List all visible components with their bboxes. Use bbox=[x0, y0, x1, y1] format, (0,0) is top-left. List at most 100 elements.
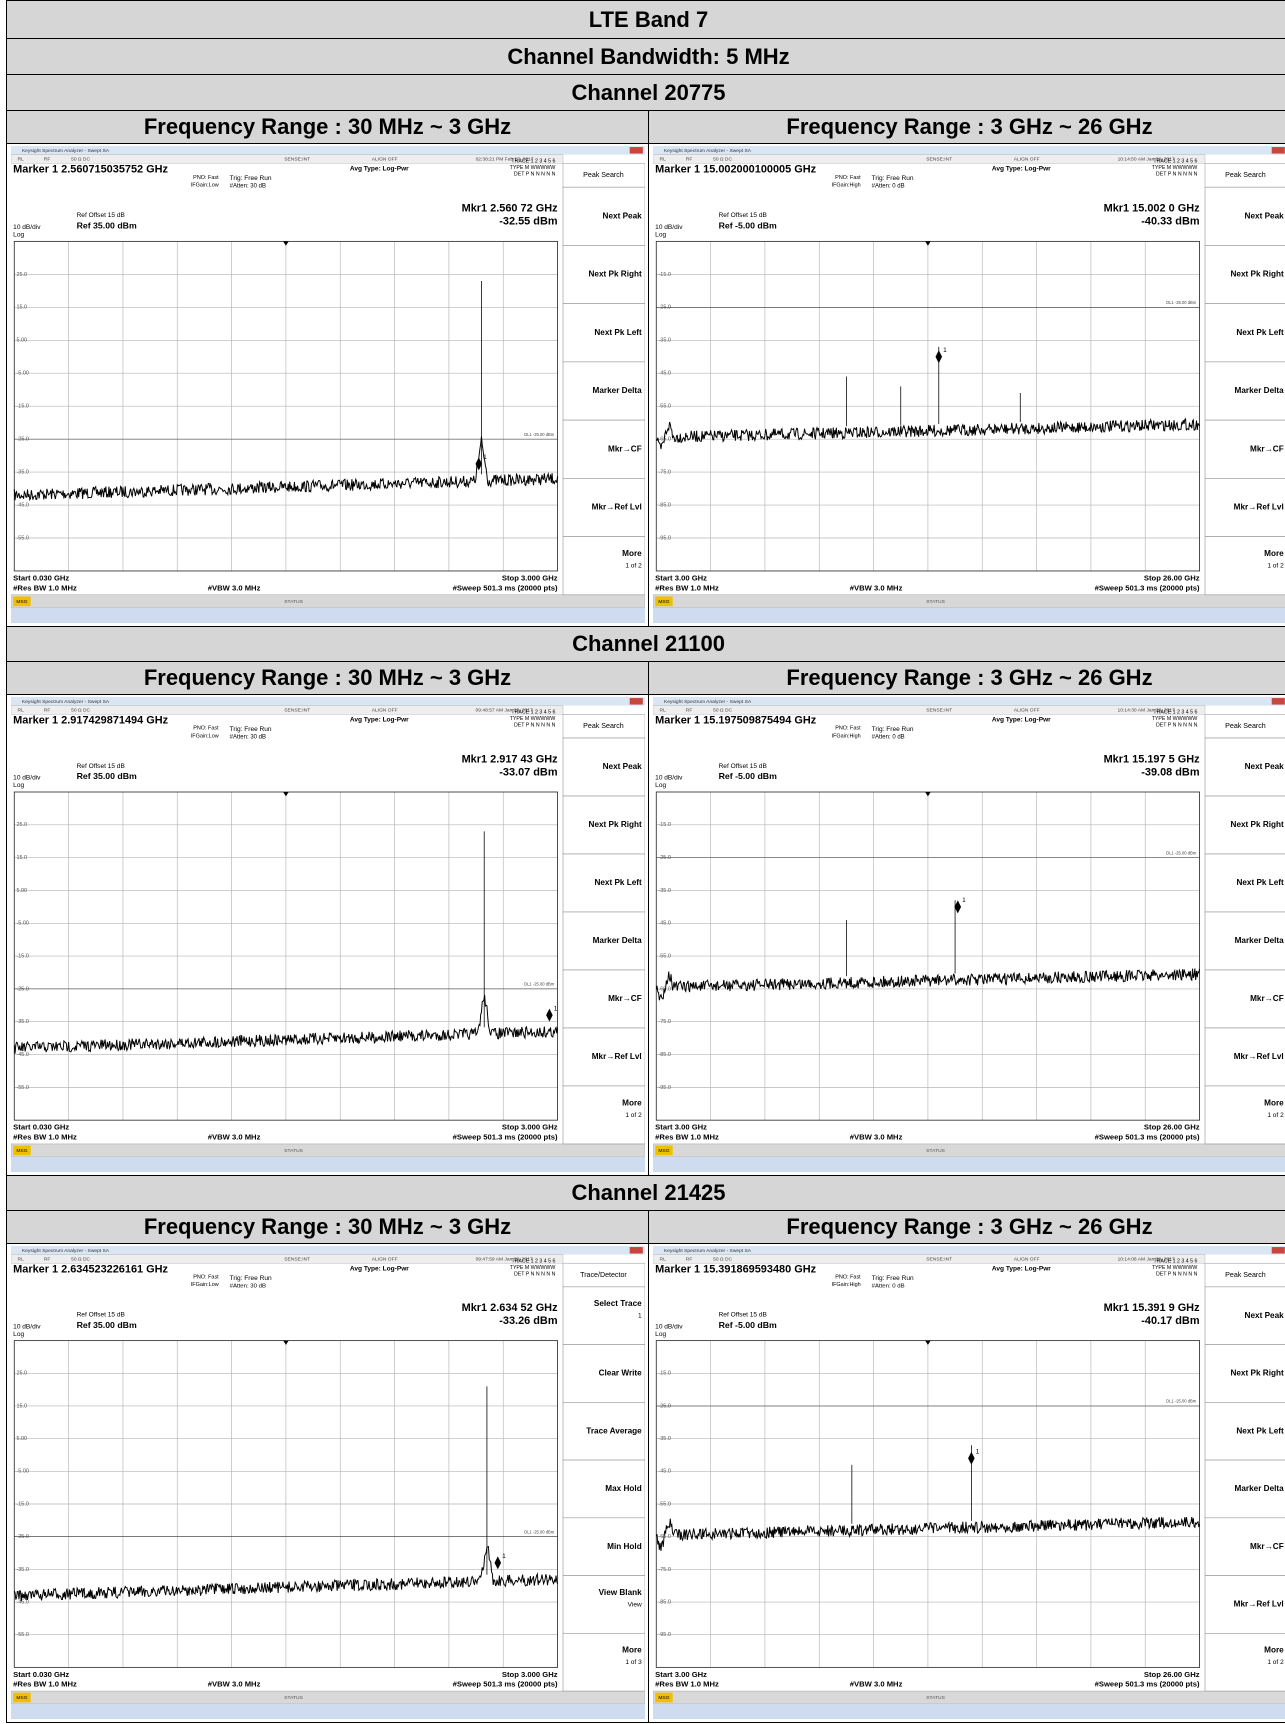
trace-info: TYPE M WWWWW bbox=[1152, 716, 1198, 722]
pno: PNO: Fast bbox=[835, 726, 861, 732]
trigger: Trig: Free Run bbox=[872, 1275, 914, 1282]
y-tick-label: -35.0 bbox=[16, 1019, 28, 1025]
timestamp: 09:47:59 AM Jan 28, 2017 bbox=[476, 1257, 534, 1263]
screen-bg bbox=[11, 1246, 645, 1719]
y-tick-label: -35.0 bbox=[16, 470, 28, 476]
status-item: RL bbox=[660, 157, 667, 163]
status-item: RF bbox=[686, 708, 693, 714]
y-tick-label: -45.0 bbox=[16, 502, 28, 508]
marker-number: 1 bbox=[483, 454, 487, 461]
display-line-label: DL1 -25.00 dBm bbox=[1166, 1399, 1197, 1404]
y-tick-label: -35.0 bbox=[658, 338, 670, 344]
pno: PNO: Fast bbox=[193, 175, 219, 181]
timestamp: 02:38:21 PM Feb 17, 2017 bbox=[476, 157, 534, 163]
softkey bbox=[1204, 361, 1285, 421]
ref-level: Ref 35.00 dBm bbox=[77, 771, 138, 781]
msg-label: MSG bbox=[16, 599, 27, 605]
app-title: Keysight Spectrum Analyzer - Swept SA bbox=[22, 1248, 110, 1254]
graph-frame bbox=[655, 1340, 1200, 1668]
timestamp: 10:14:50 AM Jan 28, 2017 bbox=[1118, 157, 1175, 163]
taskbar bbox=[11, 607, 645, 623]
avg-type: Avg Type: Log-Pwr bbox=[992, 1265, 1051, 1272]
app-title: Keysight Spectrum Analyzer - Swept SA bbox=[664, 148, 752, 154]
marker-amplitude: -40.33 dBm bbox=[1141, 216, 1199, 228]
screenshot-cell: Keysight Spectrum Analyzer - Swept SA RL R… bbox=[6, 1243, 649, 1723]
scale-type: Log bbox=[13, 232, 24, 239]
analyzer-screenshot: Keysight Spectrum Analyzer - Swept SA RL R… bbox=[11, 697, 645, 1172]
marker-frequency: Mkr1 2.560 72 GHz bbox=[462, 203, 558, 215]
y-tick-label: -95.0 bbox=[658, 535, 670, 541]
analyzer-screenshot: Keysight Spectrum Analyzer - Swept SA RL R… bbox=[653, 146, 1285, 623]
marker-number: 1 bbox=[976, 1449, 980, 1456]
start-frequency: Start 3.00 GHz bbox=[655, 1670, 707, 1679]
softkey-menu-title: Peak Search bbox=[1225, 723, 1266, 730]
screenshot-cell: Keysight Spectrum Analyzer - Swept SA RL R… bbox=[648, 143, 1285, 627]
trigger: Trig: Free Run bbox=[230, 175, 272, 182]
softkey bbox=[1204, 911, 1285, 971]
close-button bbox=[629, 1247, 643, 1254]
avg-type: Avg Type: Log-Pwr bbox=[992, 165, 1051, 172]
y-tick-label: -95.0 bbox=[658, 1085, 670, 1091]
trace-info: TRACE 1 2 3 4 5 6 bbox=[1153, 159, 1197, 165]
status-bar bbox=[653, 1690, 1285, 1705]
report-title: LTE Band 7 bbox=[6, 0, 1285, 39]
attenuation: #Atten: 0 dB bbox=[872, 1283, 905, 1289]
start-frequency: Start 0.030 GHz bbox=[13, 1123, 69, 1132]
status-item: RL bbox=[660, 708, 667, 714]
status-bar bbox=[11, 594, 645, 609]
y-tick-label: -15.0 bbox=[16, 1501, 28, 1507]
y-tick-label: -35.0 bbox=[658, 1436, 670, 1442]
status-row bbox=[11, 154, 564, 164]
y-tick-label: -15.0 bbox=[658, 272, 670, 278]
msg-label: MSG bbox=[658, 1695, 669, 1701]
softkey-label: Next Pk Left bbox=[1236, 878, 1284, 887]
softkey-sub: View bbox=[628, 1601, 642, 1608]
center-mark bbox=[925, 241, 931, 246]
status-item: SENSE:INT bbox=[284, 1257, 310, 1263]
softkey-sub: 1 of 2 bbox=[1267, 1659, 1284, 1666]
taskbar bbox=[11, 1156, 645, 1172]
softkey bbox=[562, 1402, 645, 1461]
status-row bbox=[653, 1254, 1206, 1264]
softkey-label: Next Pk Left bbox=[1236, 1426, 1284, 1435]
trace-info: DET P N N N N N bbox=[1156, 1271, 1198, 1277]
status-label: STATUS bbox=[926, 599, 945, 605]
status-item: RF bbox=[686, 157, 693, 163]
softkey bbox=[1204, 1459, 1285, 1519]
y-tick-label: -75.0 bbox=[658, 1567, 670, 1573]
display-line-label: DL1 -25.00 dBm bbox=[524, 1529, 555, 1534]
screen-bg bbox=[11, 146, 645, 623]
softkey bbox=[562, 536, 645, 596]
status-item: ALIGN OFF bbox=[1014, 708, 1040, 714]
ref-offset: Ref Offset 15 dB bbox=[77, 212, 125, 219]
marker-diamond bbox=[475, 457, 483, 471]
trace-info: TRACE 1 2 3 4 5 6 bbox=[511, 710, 555, 716]
screenshot-cell: Keysight Spectrum Analyzer - Swept SA RL R… bbox=[648, 1243, 1285, 1723]
status-row bbox=[653, 705, 1206, 715]
screenshot-cell: Keysight Spectrum Analyzer - Swept SA RL R… bbox=[648, 694, 1285, 1176]
status-item: 50 Ω DC bbox=[713, 1257, 732, 1263]
start-frequency: Start 3.00 GHz bbox=[655, 1123, 707, 1132]
softkey-label: Next Pk Right bbox=[1230, 1369, 1284, 1378]
softkey bbox=[1204, 1402, 1285, 1461]
softkey bbox=[1204, 1027, 1285, 1087]
y-tick-label: 25.0 bbox=[16, 1371, 27, 1377]
y-tick-label: -15.0 bbox=[658, 822, 670, 828]
status-label: STATUS bbox=[284, 1695, 303, 1701]
trace-info: DET P N N N N N bbox=[1156, 722, 1198, 728]
ifgain: IFGain:High bbox=[832, 1282, 861, 1288]
ref-offset: Ref Offset 15 dB bbox=[719, 763, 767, 770]
channel-row: Channel 20775 bbox=[6, 74, 1285, 111]
sweep: #Sweep 501.3 ms (20000 pts) bbox=[1095, 583, 1200, 592]
trace-info: TYPE M WWWWW bbox=[510, 716, 556, 722]
softkey-label: Next Pk Right bbox=[588, 270, 642, 279]
status-row bbox=[11, 1254, 564, 1264]
stop-frequency: Stop 3.000 GHz bbox=[502, 1123, 558, 1132]
ifgain: IFGain:Low bbox=[191, 182, 219, 188]
y-tick-label: -45.0 bbox=[16, 1599, 28, 1605]
softkey-label: More bbox=[1264, 1098, 1284, 1107]
close-button bbox=[1271, 698, 1285, 705]
softkey bbox=[562, 478, 645, 537]
close-button bbox=[1271, 1247, 1285, 1254]
msg-box bbox=[655, 1145, 673, 1156]
